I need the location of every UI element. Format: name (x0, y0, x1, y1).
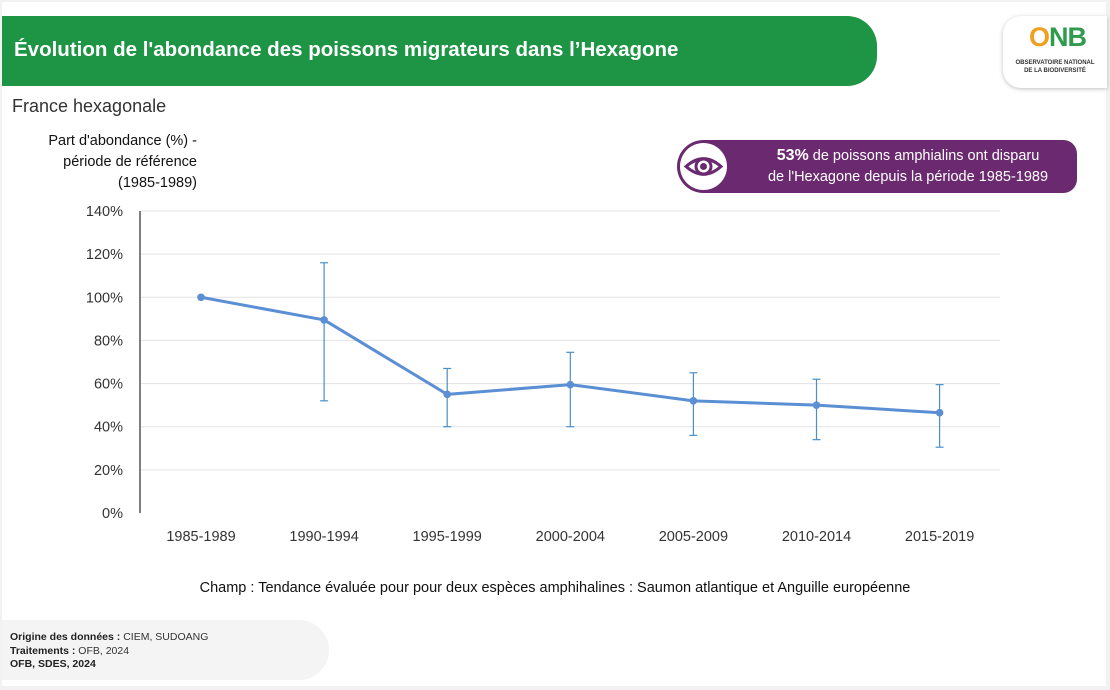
title-banner: Évolution de l'abondance des poissons mi… (2, 16, 877, 86)
region-subtitle: France hexagonale (12, 96, 167, 116)
y-axis-label-line-1: Part d'abondance (%) - (48, 133, 197, 149)
source-origin-value: CIEM, SUDOANG (123, 631, 209, 643)
y-tick-label: 40% (94, 420, 123, 436)
logo-letters-nb: NB (1049, 22, 1087, 52)
source-treatment-label: Traitements : (10, 645, 79, 657)
y-tick-label: 140% (86, 204, 123, 220)
y-tick-label: 20% (94, 463, 123, 479)
x-tick-label: 1995-1999 (413, 529, 482, 545)
x-tick-label: 2000-2004 (536, 529, 605, 545)
data-point (812, 401, 821, 409)
logo-line-1: OBSERVATOIRE NATIONAL (1015, 60, 1095, 66)
logo-letter-o: O (1029, 22, 1050, 52)
field-note: Champ : Tendance évaluée pour pour deux … (199, 580, 911, 596)
data-point (689, 397, 698, 405)
abundance-line-chart: 0% 20% 40% 60% 80% 100% 120% 140% 1985-1989 1990-… (86, 204, 1000, 545)
key-figure-callout: 53% de poissons amphialins ont disparu d… (677, 140, 1077, 193)
source-treatment-value: OFB, 2024 (78, 645, 130, 657)
y-tick-label: 100% (86, 290, 123, 306)
callout-line-2: de l'Hexagone depuis la période 1985-198… (767, 169, 1049, 185)
y-tick-label: 0% (102, 506, 123, 522)
source-credit-text: OFB, SDES, 2024 (10, 658, 96, 670)
callout-highlight: 53% (776, 147, 809, 164)
y-tick-label: 120% (86, 247, 123, 263)
eye-icon (680, 143, 727, 190)
x-tick-label: 1990-1994 (289, 529, 358, 545)
onb-logo: ONB OBSERVATOIRE NATIONAL DE LA BIODIVER… (1003, 16, 1107, 88)
y-axis-label-line-3: (1985-1989) (118, 175, 197, 191)
source-origin-label: Origine des données : (10, 631, 124, 643)
callout-line-1: 53% de poissons amphialins ont disparu (741, 145, 1075, 167)
data-point (443, 390, 452, 399)
logo-line-2: DE LA BIODIVERSITÉ (1024, 68, 1086, 74)
source-origin: Origine des données : CIEM, SUDOANG (10, 631, 208, 643)
callout-line-1-text: de poissons amphialins ont disparu (808, 148, 1040, 164)
source-treatment: Traitements : OFB, 2024 (10, 645, 129, 657)
logo-mark: ONB (1029, 22, 1087, 53)
x-tick-label: 2005-2009 (659, 529, 728, 545)
x-tick-label: 2010-2014 (782, 529, 851, 545)
y-tick-label: 60% (94, 377, 123, 393)
chart-title: Évolution de l'abondance des poissons mi… (14, 38, 679, 61)
y-tick-label: 80% (94, 333, 123, 349)
y-axis-label-line-2: période de référence (63, 154, 197, 170)
callout-text: 53% de poissons amphialins ont disparu d… (741, 145, 1075, 188)
source-credit: OFB, SDES, 2024 (10, 658, 96, 670)
sources-box: Origine des données : CIEM, SUDOANG Trai… (2, 620, 329, 680)
data-point (566, 380, 575, 389)
x-tick-label: 2015-2019 (905, 529, 974, 545)
x-tick-label: 1985-1989 (166, 529, 235, 545)
data-point (935, 408, 944, 417)
data-point (320, 316, 328, 324)
data-point (197, 293, 205, 302)
y-axis-label: Part d'abondance (%) - période de référe… (20, 131, 197, 194)
